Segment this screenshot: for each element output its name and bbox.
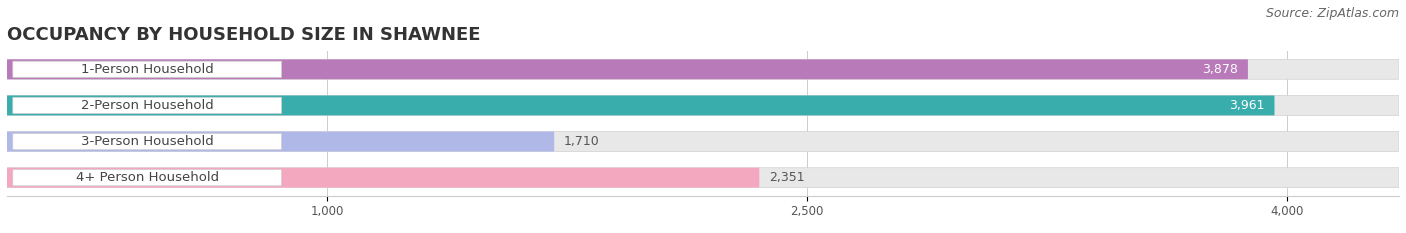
FancyBboxPatch shape (7, 96, 1399, 115)
FancyBboxPatch shape (7, 168, 759, 188)
FancyBboxPatch shape (13, 61, 281, 77)
FancyBboxPatch shape (7, 132, 1399, 151)
Text: 3,961: 3,961 (1229, 99, 1265, 112)
FancyBboxPatch shape (7, 168, 1399, 188)
FancyBboxPatch shape (7, 96, 1274, 115)
Text: 1,710: 1,710 (564, 135, 599, 148)
Text: 3-Person Household: 3-Person Household (80, 135, 214, 148)
Text: 1-Person Household: 1-Person Household (80, 63, 214, 76)
Text: OCCUPANCY BY HOUSEHOLD SIZE IN SHAWNEE: OCCUPANCY BY HOUSEHOLD SIZE IN SHAWNEE (7, 26, 481, 44)
FancyBboxPatch shape (7, 132, 554, 151)
FancyBboxPatch shape (7, 59, 1249, 79)
Text: Source: ZipAtlas.com: Source: ZipAtlas.com (1265, 7, 1399, 20)
FancyBboxPatch shape (13, 97, 281, 113)
Text: 2,351: 2,351 (769, 171, 804, 184)
Text: 4+ Person Household: 4+ Person Household (76, 171, 219, 184)
FancyBboxPatch shape (7, 59, 1399, 79)
Text: 2-Person Household: 2-Person Household (80, 99, 214, 112)
FancyBboxPatch shape (13, 134, 281, 150)
Text: 3,878: 3,878 (1202, 63, 1239, 76)
FancyBboxPatch shape (13, 170, 281, 186)
